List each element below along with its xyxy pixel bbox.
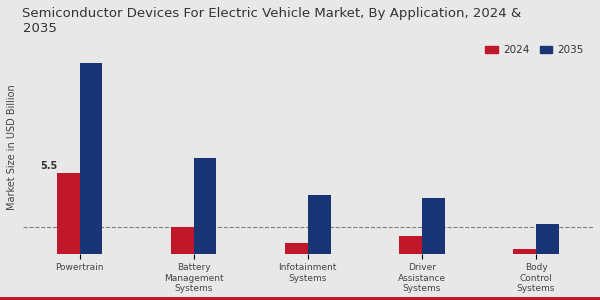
Bar [57, 173, 80, 254]
Bar [308, 195, 331, 254]
Bar [422, 198, 445, 254]
Bar [80, 63, 103, 254]
Legend: 2024, 2035: 2024, 2035 [481, 41, 588, 60]
Bar [513, 249, 536, 254]
Bar [285, 243, 308, 254]
Text: 5.5: 5.5 [40, 161, 58, 171]
Bar [171, 227, 194, 254]
Bar [194, 158, 217, 254]
Text: Semiconductor Devices For Electric Vehicle Market, By Application, 2024 &
2035: Semiconductor Devices For Electric Vehic… [23, 7, 522, 35]
Bar [399, 236, 422, 254]
Bar [536, 224, 559, 254]
Y-axis label: Market Size in USD Billion: Market Size in USD Billion [7, 84, 17, 210]
